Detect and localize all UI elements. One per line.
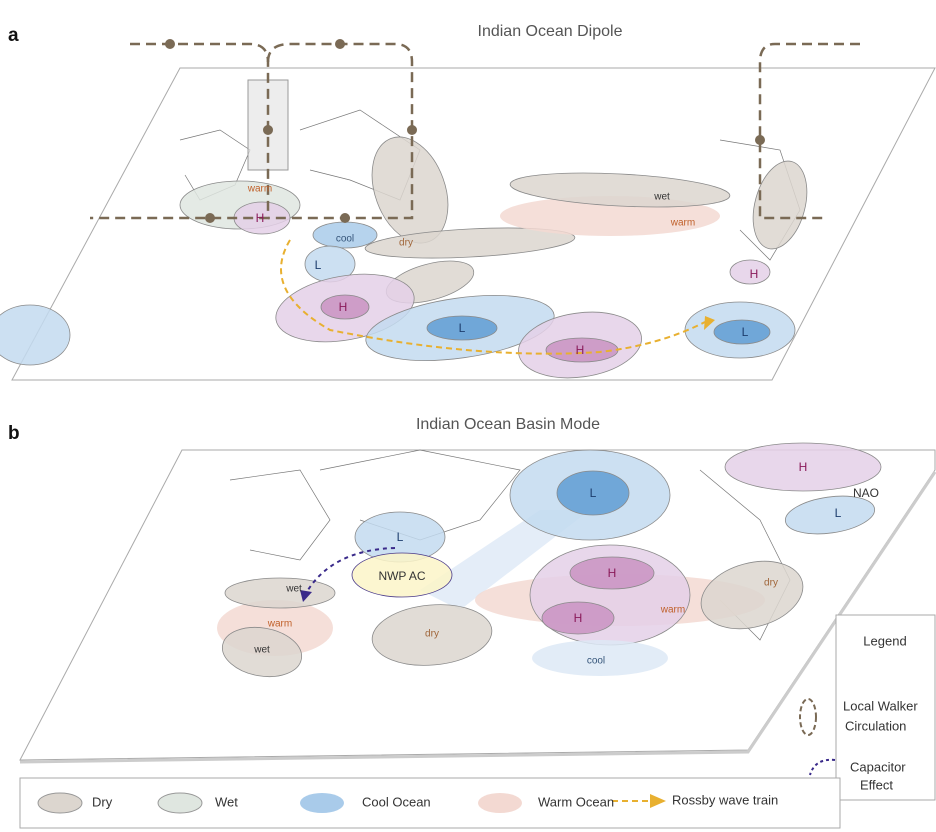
region-label: L: [742, 325, 749, 339]
region-label: wet: [653, 192, 670, 203]
wet-region: [0, 304, 71, 366]
legend-text: Warm Ocean: [538, 794, 614, 809]
rossby-arrowhead: [704, 316, 715, 330]
walker-arrowhead: [263, 125, 273, 135]
legend-text: Effect: [860, 777, 893, 792]
dry-region: [371, 604, 493, 666]
walker-arrowhead: [755, 135, 765, 145]
legend-title: Legend: [863, 633, 906, 648]
region-label: dry: [764, 578, 778, 589]
region-label: H: [574, 611, 583, 625]
region-label: L: [397, 530, 404, 544]
nwp-anticyclone: [351, 552, 453, 598]
panel-letter: a: [8, 25, 19, 46]
region-label: NWP AC: [378, 569, 425, 583]
region-label: L: [835, 506, 842, 520]
walker-arrowhead: [407, 125, 417, 135]
region-label: L: [590, 486, 597, 500]
dry-region: [364, 227, 576, 259]
walker-icon: [799, 698, 817, 736]
legend-swatch: [157, 792, 203, 814]
region-label: H: [256, 211, 265, 225]
legend-text: Local Walker: [843, 698, 918, 713]
capacitor-icon: [809, 758, 836, 776]
wet-region: [224, 577, 336, 609]
region-label: dry: [399, 238, 413, 249]
high-pressure: [729, 259, 771, 285]
walker-circulation: [758, 42, 860, 220]
map-shadow: [19, 471, 936, 764]
cool-ocean: [532, 640, 668, 676]
legend-text: Rossby wave train: [672, 792, 778, 807]
dry-region: [700, 560, 804, 630]
region-label: warm: [670, 218, 695, 229]
high-pressure-core: [320, 294, 370, 320]
legend-text: Dry: [92, 794, 113, 809]
wet-region: [221, 626, 303, 678]
region-label: L: [315, 258, 322, 272]
low-pressure-core: [556, 470, 630, 516]
high-pressure-core: [569, 556, 655, 590]
region-label: H: [750, 267, 759, 281]
walker-arrowhead: [335, 39, 345, 49]
region-label: cool: [587, 656, 605, 667]
region-label: warm: [267, 619, 292, 630]
bottom-legend-box: [19, 777, 841, 829]
legend-box: [835, 614, 936, 801]
panel-letter: b: [8, 423, 20, 444]
high-pressure-core: [541, 601, 615, 635]
legend-swatch: [300, 793, 344, 813]
region-label: dry: [425, 629, 439, 640]
region-label: cool: [336, 234, 354, 245]
low-pressure: [784, 495, 876, 535]
legend-text: Cool Ocean: [362, 794, 431, 809]
panel-title: Indian Ocean Basin Mode: [416, 416, 600, 433]
walker-arrowhead: [340, 213, 350, 223]
walker-arrowhead: [165, 39, 175, 49]
legend-text: Capacitor: [850, 759, 906, 774]
map-plane: [11, 67, 936, 381]
walker-circulation: [266, 42, 414, 220]
legend-text: Wet: [215, 794, 238, 809]
legend-swatch: [650, 794, 666, 808]
wet-region: [509, 172, 731, 208]
region-label: L: [459, 321, 466, 335]
cool-band: [420, 510, 590, 610]
panel-title: Indian Ocean Dipole: [478, 23, 623, 40]
region-label: wet: [253, 645, 270, 656]
rossby-wave-train: [280, 239, 706, 355]
low-pressure-core: [713, 319, 771, 345]
region-label: H: [608, 566, 617, 580]
region-label: H: [339, 300, 348, 314]
low-pressure-core: [426, 315, 498, 341]
region-label: H: [576, 343, 585, 357]
region-label: wet: [285, 584, 302, 595]
region-label: NAO: [853, 486, 879, 500]
legend-swatch: [37, 792, 83, 814]
map-plane: [19, 449, 936, 761]
region-label: warm: [247, 184, 272, 195]
capacitor-effect: [304, 547, 396, 596]
legend-text: Circulation: [845, 718, 906, 733]
capacitor-arrowhead: [300, 590, 312, 602]
coastline: [229, 469, 331, 561]
dry-region: [752, 160, 808, 250]
legend-swatch: [478, 793, 522, 813]
walker-arrowhead: [205, 213, 215, 223]
region-label: warm: [660, 605, 685, 616]
region-label: H: [799, 460, 808, 474]
high-pressure: [724, 442, 882, 492]
map-layer: [0, 39, 936, 829]
